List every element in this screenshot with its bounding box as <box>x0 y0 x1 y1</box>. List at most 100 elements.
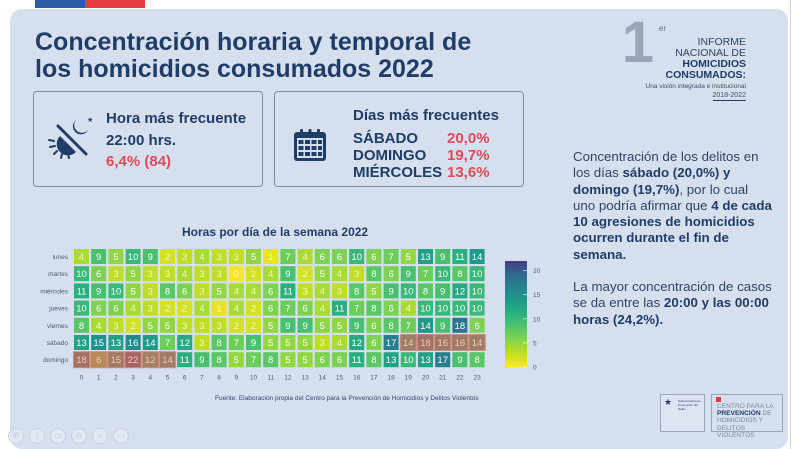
cell-value: 5 <box>302 338 307 349</box>
x-tick-label: 2 <box>114 374 118 381</box>
row-label: viernes <box>47 323 69 330</box>
cell-value: 6 <box>182 286 187 297</box>
cell-value: 4 <box>199 304 204 315</box>
cell-value: 3 <box>199 338 204 349</box>
summary-text-part: , por lo cual uno podría afirmar que <box>573 181 749 213</box>
x-tick-label: 19 <box>405 374 413 381</box>
heatmap-cell <box>228 335 244 350</box>
heatmap-cell <box>418 317 433 333</box>
summary-bold-part: sábado (20,0%) y domingo (19,7%) <box>573 165 731 197</box>
heatmap-cell <box>469 266 485 282</box>
cell-value: 9 <box>302 321 307 332</box>
heatmap-cell <box>452 317 468 333</box>
zoom-icon[interactable]: ⌕ <box>92 428 108 444</box>
report-superscript: er <box>658 24 666 33</box>
heatmap-cell <box>297 335 313 350</box>
hour-pct: 6,4% (84) <box>106 153 172 170</box>
x-tick-label: 11 <box>267 374 274 381</box>
heatmap-cell <box>74 317 89 333</box>
heatmap-cell <box>435 352 451 368</box>
heatmap-cell <box>91 335 107 350</box>
heatmap-cell <box>383 352 399 368</box>
heatmap-cell <box>74 249 89 264</box>
info-icon[interactable]: i <box>29 428 45 444</box>
cell-value: 4 <box>130 304 135 315</box>
heatmap-cell <box>142 266 158 282</box>
cell-value: 12 <box>455 286 466 297</box>
heatmap-cell <box>177 335 193 350</box>
heatmap-cell <box>435 283 451 299</box>
heatmap-cell <box>418 283 433 299</box>
heatmap-cell <box>383 335 399 350</box>
phone-icon[interactable]: ✆ <box>8 428 24 444</box>
cell-value: 9 <box>354 321 359 332</box>
title-line-2: los homicidios consumados 2022 <box>35 55 434 83</box>
heatmap-cell <box>452 249 468 264</box>
centro-logo: CENTRO PARA LA PREVENCIÓN DE HOMICIDIOS … <box>711 394 783 439</box>
cell-value: 8 <box>371 355 376 366</box>
heatmap-cell <box>108 335 124 350</box>
cell-value: 7 <box>285 304 290 315</box>
day-pct: 13,6% <box>447 164 490 181</box>
cell-value: 15 <box>93 338 104 349</box>
heatmap-cell <box>400 249 416 264</box>
cell-value: 5 <box>234 355 239 366</box>
x-tick-label: 9 <box>234 374 238 381</box>
cell-value: 8 <box>371 269 376 280</box>
hour-label: Hora más frecuente <box>106 110 247 127</box>
cell-value: 8 <box>165 286 170 297</box>
heatmap-cell <box>177 249 193 264</box>
slide: Concentración horaria y temporal de los … <box>10 9 788 449</box>
flag-blue <box>35 0 85 8</box>
summary-text-part: Concentración de los delitos en los días <box>573 149 759 181</box>
heatmap-cell <box>366 317 382 333</box>
heatmap-cell <box>160 249 175 264</box>
centro-line-3: HOMICIDIOS Y <box>717 417 764 425</box>
cell-value: 3 <box>182 252 187 263</box>
cell-value: 9 <box>285 269 290 280</box>
heatmap-cell <box>160 317 175 333</box>
summary-paragraph-2: La mayor concentración de casos se da en… <box>573 279 773 328</box>
more-icon[interactable]: ⋯ <box>113 428 129 444</box>
heatmap-cell <box>314 266 330 282</box>
flag-red <box>85 0 145 8</box>
print-icon[interactable]: ⎙ <box>71 428 87 444</box>
heatmap-cell <box>297 317 313 333</box>
cell-value: 13 <box>420 355 431 366</box>
heatmap-cell <box>228 317 244 333</box>
highlight-overlay <box>124 351 142 369</box>
heatmap-cell <box>469 300 485 316</box>
heatmap-cell <box>366 249 382 264</box>
x-tick-label: 21 <box>439 374 447 381</box>
cell-value: 5 <box>165 321 170 332</box>
cell-value: 4 <box>234 304 239 315</box>
heatmap-cell <box>297 283 313 299</box>
cell-value: 8 <box>474 355 479 366</box>
government-logo: ★ Subsecretaría de Prevención del Delito <box>660 394 705 432</box>
heatmap-cell <box>177 300 193 316</box>
highlight-overlay <box>399 334 417 351</box>
heatmap-cell <box>332 352 347 368</box>
summary-paragraph-1: Concentración de los delitos en los días… <box>573 149 773 263</box>
cell-value: 10 <box>472 304 483 315</box>
heatmap-cell <box>211 300 227 316</box>
scrollbar[interactable] <box>790 0 800 449</box>
cell-value: 3 <box>354 269 359 280</box>
cell-value: 3 <box>216 321 221 332</box>
cell-value: 11 <box>335 304 345 315</box>
heatmap-cell <box>263 300 279 316</box>
cell-value: 10 <box>403 286 414 297</box>
cell-value: 1 <box>268 252 273 263</box>
cell-value: 5 <box>216 286 221 297</box>
day-night-icon: ★ <box>48 116 93 159</box>
heatmap-cell <box>349 249 365 264</box>
cell-value: 3 <box>148 269 153 280</box>
cell-value: 10 <box>420 304 431 315</box>
summary-text: Concentración de los delitos en los días… <box>573 149 773 344</box>
cell-value: 6 <box>371 321 376 332</box>
chat-icon[interactable]: ▭ <box>50 428 66 444</box>
cell-value: 3 <box>216 252 221 263</box>
heatmap-cell <box>246 317 261 333</box>
cell-value: 4 <box>320 286 325 297</box>
colorbar <box>505 261 527 367</box>
